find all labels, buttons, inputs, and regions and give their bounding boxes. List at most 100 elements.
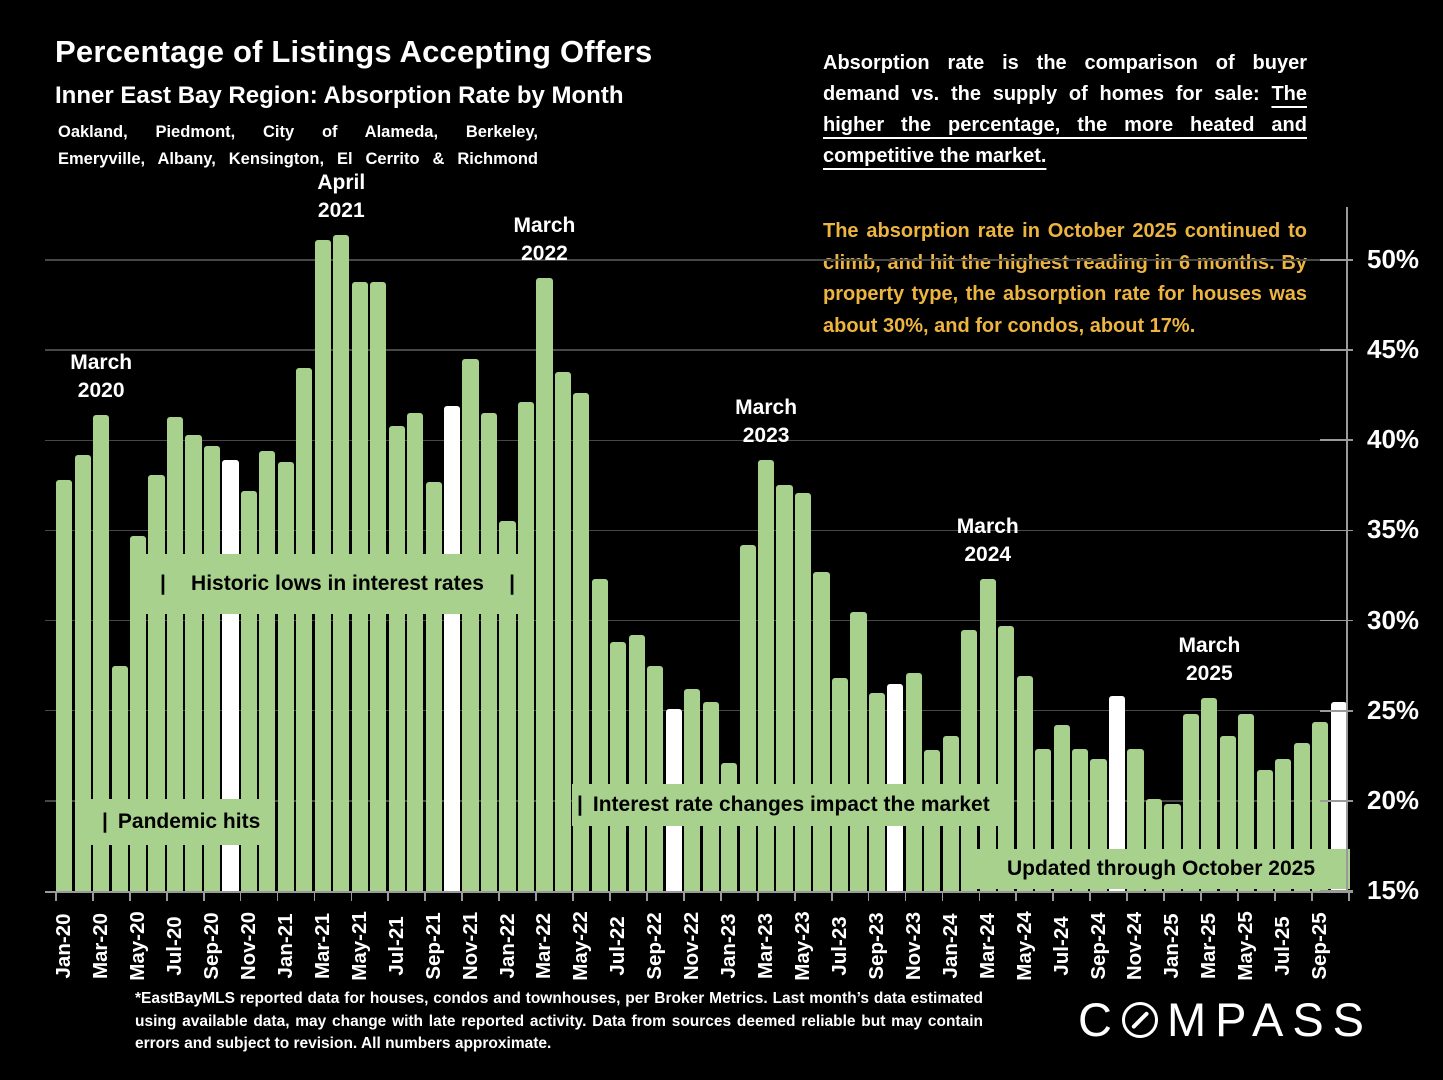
october-commentary: The absorption rate in October 2025 cont… xyxy=(823,220,1307,337)
footnote: *EastBayMLS reported data for houses, co… xyxy=(135,990,983,1052)
annotation-line2: 2025 xyxy=(1186,662,1233,686)
x-axis-label-Nov-21: Nov-21 xyxy=(458,911,482,981)
bar-Sep-21 xyxy=(425,481,442,891)
bar-May-23 xyxy=(794,492,812,891)
annotation-march-2022: March 2022 xyxy=(514,212,576,268)
band-label-rates: Interest rate changes impact the market xyxy=(592,793,990,816)
band-pandemic: | Pandemic hits xyxy=(85,799,275,845)
x-tick-Jul-23 xyxy=(830,893,833,901)
band-pipe-left: | xyxy=(102,810,108,833)
x-axis-line xyxy=(45,891,1353,893)
x-tick-Sep-25 xyxy=(1310,893,1313,901)
page-subtitle: Inner East Bay Region: Absorption Rate b… xyxy=(55,82,624,109)
x-tick-Sep-24 xyxy=(1089,893,1092,901)
bar-Jul-20 xyxy=(166,416,184,891)
y-axis-label-50: 50% xyxy=(1367,243,1420,274)
bar-Nov-21 xyxy=(462,359,479,891)
bar-Sep-22 xyxy=(647,665,664,891)
x-axis-label-Sep-24: Sep-24 xyxy=(1086,912,1110,980)
logo-letter-c: C xyxy=(1078,993,1121,1046)
bar-Mar-24 xyxy=(979,579,996,891)
x-axis-label-Jan-22: Jan-22 xyxy=(495,913,519,979)
bar-May-22 xyxy=(573,393,590,891)
region-line-1: Oakland, Piedmont, City of Alameda, Berk… xyxy=(58,123,538,141)
y-tick-40 xyxy=(1320,439,1353,442)
x-tick-May-23 xyxy=(793,893,796,901)
x-axis-label-Jan-20: Jan-20 xyxy=(52,913,76,979)
y-tick-15 xyxy=(1320,890,1353,892)
x-tick-Jan-22 xyxy=(498,893,501,901)
x-axis-label-Jul-20: Jul-20 xyxy=(163,916,187,976)
x-tick-Mar-22 xyxy=(535,893,538,901)
annotation-march-2023: March 2023 xyxy=(735,394,797,450)
x-axis-label-Mar-21: Mar-21 xyxy=(310,912,334,980)
x-tick-Sep-20 xyxy=(202,893,205,901)
x-axis-label-Mar-22: Mar-22 xyxy=(532,912,556,980)
y-axis-label-40: 40% xyxy=(1367,424,1420,455)
y-axis-label-20: 20% xyxy=(1367,784,1420,815)
annotation-line1: March xyxy=(513,213,576,237)
x-tick-Sep-21 xyxy=(424,893,427,901)
y-tick-50 xyxy=(1320,259,1353,261)
y-axis-label-30: 30% xyxy=(1367,604,1420,635)
bar-Oct-25 xyxy=(1330,701,1347,891)
x-axis-label-Jul-21: Jul-21 xyxy=(384,916,408,976)
x-axis-label-Nov-20: Nov-20 xyxy=(236,911,260,981)
bar-Apr-23 xyxy=(776,485,793,891)
x-axis-label-Jul-25: Jul-25 xyxy=(1271,916,1295,976)
x-axis-label-Jan-24: Jan-24 xyxy=(938,913,962,979)
x-axis-label-May-25: May-25 xyxy=(1234,911,1258,981)
x-axis-label-Mar-23: Mar-23 xyxy=(754,912,778,980)
bar-Jul-21 xyxy=(388,425,405,891)
absorption-definition: Absorption rate is the comparison of buy… xyxy=(823,48,1307,172)
annotation-line2: 2020 xyxy=(77,379,125,402)
y-axis-label-35: 35% xyxy=(1367,514,1420,545)
x-axis-label-Sep-25: Sep-25 xyxy=(1308,912,1332,980)
x-tick-Nov-21 xyxy=(461,893,464,901)
x-tick-Mar-21 xyxy=(313,893,316,901)
band-pipe-right: | xyxy=(509,572,515,595)
y-axis-label-45: 45% xyxy=(1367,333,1420,364)
bar-Apr-20 xyxy=(111,665,128,891)
x-tick-Sep-22 xyxy=(646,893,648,901)
gridline-30 xyxy=(45,619,1353,622)
x-axis-label-Mar-25: Mar-25 xyxy=(1197,912,1221,980)
x-tick-May-20 xyxy=(128,893,131,901)
annotation-march-2020: March 2020 xyxy=(70,349,132,405)
x-axis-label-Nov-22: Nov-22 xyxy=(680,911,704,981)
x-axis-label-May-20: May-20 xyxy=(126,911,150,981)
definition-text: Absorption rate is the comparison of buy… xyxy=(823,52,1307,105)
x-axis-label-May-24: May-24 xyxy=(1012,911,1036,981)
bar-Jan-21 xyxy=(277,461,294,891)
bar-Jan-20 xyxy=(56,479,73,891)
annotation-line1: April xyxy=(317,170,366,194)
definition-underlined-text: The higher the percentage, the more heat… xyxy=(823,83,1307,167)
x-tick-Jan-21 xyxy=(276,893,279,901)
logo-letters-mpass: MPASS xyxy=(1166,993,1374,1046)
x-axis-label-Sep-20: Sep-20 xyxy=(199,912,223,980)
x-axis-label-Mar-20: Mar-20 xyxy=(89,912,113,980)
bar-May-24 xyxy=(1016,676,1033,891)
bar-May-25 xyxy=(1238,714,1255,891)
x-tick-May-22 xyxy=(572,893,574,901)
x-tick-Jul-20 xyxy=(165,893,168,901)
band-label-historic: Historic lows in interest rates xyxy=(191,572,484,595)
x-axis-label-Sep-23: Sep-23 xyxy=(864,912,888,980)
bar-Apr-22 xyxy=(554,371,571,891)
x-tick-Nov-23 xyxy=(904,893,907,901)
x-tick-Mar-20 xyxy=(91,893,94,901)
band-rates: | Interest rate changes impact the market xyxy=(572,784,1012,826)
x-axis-label-Jan-25: Jan-25 xyxy=(1160,913,1184,979)
y-tick-20 xyxy=(1320,799,1353,802)
x-tick-Jul-24 xyxy=(1052,893,1055,901)
band-label-pandemic: Pandemic hits xyxy=(117,810,261,833)
compass-needle-o-icon xyxy=(1121,1001,1158,1038)
y-tick-45 xyxy=(1320,349,1353,351)
annotation-line1: March xyxy=(1178,634,1241,658)
x-axis-label-Jul-22: Jul-22 xyxy=(606,916,630,976)
annotation-line2: 2024 xyxy=(964,543,1012,567)
bar-Mar-23 xyxy=(757,460,775,891)
x-axis-label-Jan-23: Jan-23 xyxy=(717,913,741,979)
bar-Jul-22 xyxy=(610,642,627,891)
bar-Feb-21 xyxy=(296,368,313,891)
